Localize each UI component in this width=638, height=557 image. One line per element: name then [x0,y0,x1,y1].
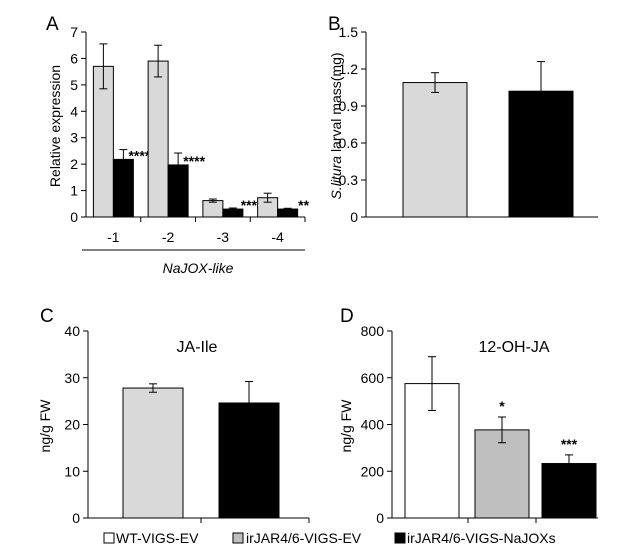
panel-b-y-label-italic: S.litura [328,156,344,200]
panel-a-y-tick-label: 6 [70,50,78,66]
panel-b-y-label: S.litura larval mass(mg) [328,52,344,199]
panel-a-significance: *** [241,197,258,213]
panel-d-significance: *** [561,436,578,452]
panel-b-bar [402,82,468,218]
panel-b-y-tick-label: 0.6 [339,135,359,151]
panel-d-y-tick-label: 800 [361,323,385,339]
panel-d-title: 12-OH-JA [478,339,549,356]
panel-c-y-tick-label: 20 [64,417,80,433]
panel-d-bar [474,429,530,519]
panel-b-y-tick-label: 0.3 [339,172,359,188]
panel-d-y-label: ng/g FW [338,399,354,453]
panel-b-y-tick-label: 1.2 [339,61,359,77]
panel-a-y-tick-label: 2 [70,156,78,172]
panel-c-y-tick-label: 0 [72,510,80,526]
panel-c-plot: 0 10 20 30 40 [64,323,310,526]
panel-a-significance: **** [183,153,205,169]
panel-c-y-label: ng/g FW [37,399,53,453]
panel-c-y-tick-label: 30 [64,370,80,386]
panel-c-y-tick-label: 40 [64,323,80,339]
panel-a-y-tick-label: 0 [70,209,78,225]
panel-d-y-tick-label: 200 [361,463,385,479]
legend-label-wt: WT-VIGS-EV [116,530,199,546]
panel-b-y-label-rest: larval mass(mg) [328,52,344,155]
panel-b: B S.litura larval mass(mg) 0 0.3 0.6 0.9 1.2… [328,14,598,225]
panel-c-title: JA-Ile [177,339,218,356]
panel-a-y-tick-label: 7 [70,24,78,40]
panel-a-y-tick-label: 1 [70,183,78,199]
panel-a-significance: ** [298,197,309,213]
legend-swatch-ir-najoxs [394,532,406,544]
panel-a-x-label: NaJOX-like [163,260,234,276]
panel-a-x-tick-label: -4 [271,229,284,245]
panel-d-y-tick-label: 400 [361,417,385,433]
panel-a-control-bar [202,200,224,218]
panel-b-y-tick-label: 0.9 [339,98,359,114]
panel-d-letter: D [340,306,354,327]
panel-a-control-bar [147,60,169,218]
panel-c: C ng/g FW JA-Ile 0 10 20 30 40 [37,306,310,526]
panel-d-significance: * [499,398,505,414]
panel-a-x-tick-label: -3 [217,229,230,245]
panel-a-x-tick-label: -2 [162,229,175,245]
panel-d-y-tick-label: 0 [376,510,384,526]
panel-a: A Relative expression 01234567****-1****… [46,14,310,276]
panel-b-plot: 0 0.3 0.6 0.9 1.2 1.5 [339,24,598,225]
panel-a-y-tick-label: 3 [70,130,78,146]
legend-label-ir-ev: irJAR4/6-VIGS-EV [246,530,362,546]
panel-a-x-tick-label: -1 [107,229,120,245]
panel-b-letter: B [328,14,341,35]
panel-a-y-label: Relative expression [47,65,63,187]
panel-a-letter: A [46,14,59,35]
legend-swatch-ir-ev [232,532,244,544]
figure-legend: WT-VIGS-EV irJAR4/6-VIGS-EV irJAR4/6-VIG… [103,530,556,546]
panel-b-y-tick-label: 0 [350,209,358,225]
panel-a-plot: 0 1 2 3 4 5 6 7 **** -1 **** -2 *** -3 ** -4 [70,24,310,251]
panel-c-bar [122,387,184,519]
panel-a-y-tick-label: 4 [70,103,78,119]
legend-label-ir-najoxs: irJAR4/6-VIGS-NaJOXs [407,530,556,546]
panel-c-y-tick-label: 10 [64,463,80,479]
panel-c-letter: C [40,306,54,327]
legend-swatch-wt [103,532,115,544]
panel-d-y-tick-label: 600 [361,370,385,386]
panel-b-y-tick-label: 1.5 [339,24,359,40]
panel-a-y-tick-label: 5 [70,77,78,93]
panel-a-significance: **** [128,147,150,163]
